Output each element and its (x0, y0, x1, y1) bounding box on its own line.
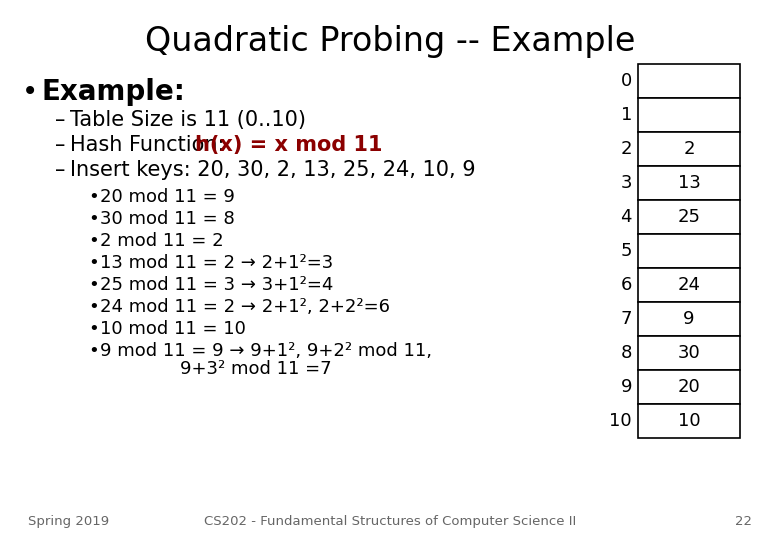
Text: •: • (88, 298, 99, 316)
Text: 30: 30 (678, 344, 700, 362)
Text: •: • (88, 254, 99, 272)
Text: 9+3² mod 11 =7: 9+3² mod 11 =7 (180, 360, 332, 378)
Text: Hash Function:: Hash Function: (70, 135, 231, 155)
Text: •: • (88, 276, 99, 294)
Text: 10 mod 11 = 10: 10 mod 11 = 10 (100, 320, 246, 338)
Text: 2: 2 (683, 140, 695, 158)
Text: •: • (88, 320, 99, 338)
Bar (638, 404, 740, 438)
Text: 10: 10 (678, 412, 700, 430)
Text: 10: 10 (609, 412, 632, 430)
Text: •: • (88, 188, 99, 206)
Text: 22: 22 (735, 515, 752, 528)
Text: Insert keys: 20, 30, 2, 13, 25, 24, 10, 9: Insert keys: 20, 30, 2, 13, 25, 24, 10, … (70, 160, 476, 180)
Text: 13 mod 11 = 2 → 2+1²=3: 13 mod 11 = 2 → 2+1²=3 (100, 254, 333, 272)
Text: 7: 7 (621, 310, 632, 328)
Text: 4: 4 (621, 208, 632, 226)
Text: 25 mod 11 = 3 → 3+1²=4: 25 mod 11 = 3 → 3+1²=4 (100, 276, 333, 294)
Text: 24 mod 11 = 2 → 2+1², 2+2²=6: 24 mod 11 = 2 → 2+1², 2+2²=6 (100, 298, 390, 316)
Text: 13: 13 (678, 174, 700, 192)
Text: Quadratic Probing -- Example: Quadratic Probing -- Example (145, 25, 635, 58)
Text: 20: 20 (678, 378, 700, 396)
Bar (638, 98, 740, 132)
Text: h(x) = x mod 11: h(x) = x mod 11 (195, 135, 382, 155)
Text: –: – (55, 135, 66, 155)
Text: •: • (88, 232, 99, 250)
Text: Example:: Example: (42, 78, 186, 106)
Text: •: • (88, 342, 99, 360)
Bar (638, 268, 740, 302)
Text: 9: 9 (621, 378, 632, 396)
Text: 24: 24 (678, 276, 700, 294)
Text: 25: 25 (678, 208, 700, 226)
Text: •: • (22, 78, 38, 106)
Bar (638, 200, 740, 234)
Text: 2: 2 (621, 140, 632, 158)
Text: Table Size is 11 (0..10): Table Size is 11 (0..10) (70, 110, 306, 130)
Text: 5: 5 (621, 242, 632, 260)
Text: 2 mod 11 = 2: 2 mod 11 = 2 (100, 232, 224, 250)
Text: 1: 1 (621, 106, 632, 124)
Text: –: – (55, 110, 66, 130)
Bar (638, 370, 740, 404)
Text: –: – (55, 160, 66, 180)
Bar (638, 132, 740, 166)
Bar (638, 336, 740, 370)
Bar (638, 234, 740, 268)
Text: CS202 - Fundamental Structures of Computer Science II: CS202 - Fundamental Structures of Comput… (204, 515, 576, 528)
Text: •: • (88, 210, 99, 228)
Text: 0: 0 (621, 72, 632, 90)
Bar (638, 64, 740, 98)
Text: 8: 8 (621, 344, 632, 362)
Text: 3: 3 (621, 174, 632, 192)
Bar (638, 302, 740, 336)
Text: 20 mod 11 = 9: 20 mod 11 = 9 (100, 188, 235, 206)
Bar (638, 166, 740, 200)
Text: 30 mod 11 = 8: 30 mod 11 = 8 (100, 210, 235, 228)
Text: 6: 6 (621, 276, 632, 294)
Text: Spring 2019: Spring 2019 (28, 515, 109, 528)
Text: 9 mod 11 = 9 → 9+1², 9+2² mod 11,: 9 mod 11 = 9 → 9+1², 9+2² mod 11, (100, 342, 432, 360)
Text: 9: 9 (683, 310, 695, 328)
